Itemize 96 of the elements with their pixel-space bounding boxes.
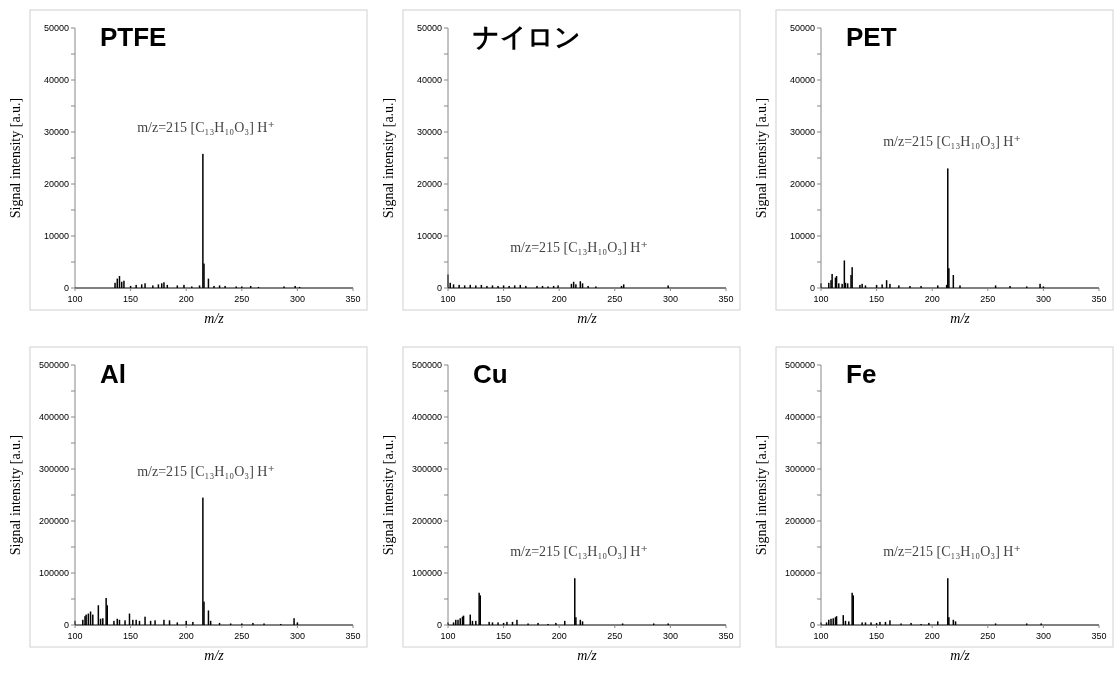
y-tick-label: 500000 (784, 360, 815, 370)
y-tick-label: 300000 (38, 464, 69, 474)
y-tick-label: 100000 (38, 568, 69, 578)
x-axis-title: m/z (577, 648, 598, 663)
y-tick-label: 100000 (784, 568, 815, 578)
y-tick-label: 200000 (784, 516, 815, 526)
y-tick-label: 50000 (789, 23, 815, 33)
x-axis-title: m/z (950, 648, 971, 663)
x-tick-label: 200 (924, 631, 940, 641)
y-axis-title: Signal intensity [a.u.] (381, 97, 396, 219)
annotation: m/z=215 [C₁₃H₁₀O₃] H⁺ (510, 544, 648, 560)
y-axis-title: Signal intensity [a.u.] (754, 434, 769, 556)
y-tick-label: 300000 (784, 464, 815, 474)
x-tick-label: 350 (345, 631, 361, 641)
y-tick-label: 40000 (789, 75, 815, 85)
x-tick-label: 200 (551, 294, 567, 304)
x-axis-title: m/z (204, 648, 225, 663)
y-tick-label: 40000 (416, 75, 442, 85)
y-tick-label: 0 (63, 620, 69, 630)
x-tick-label: 250 (234, 631, 250, 641)
x-tick-label: 100 (440, 631, 456, 641)
y-axis-title: Signal intensity [a.u.] (754, 97, 769, 219)
chart-title: Al (100, 359, 126, 389)
x-tick-label: 350 (1091, 631, 1107, 641)
y-tick-label: 0 (436, 283, 442, 293)
x-tick-label: 250 (607, 631, 623, 641)
x-axis-title: m/z (204, 311, 225, 326)
chart-title: Fe (846, 359, 877, 389)
x-tick-label: 300 (1035, 294, 1051, 304)
y-tick-label: 30000 (43, 127, 69, 137)
annotation: m/z=215 [C₁₃H₁₀O₃] H⁺ (137, 463, 275, 479)
y-tick-label: 20000 (416, 179, 442, 189)
y-tick-label: 40000 (43, 75, 69, 85)
y-tick-label: 100000 (411, 568, 442, 578)
y-tick-label: 0 (809, 620, 815, 630)
x-tick-label: 350 (1091, 294, 1107, 304)
chart-title: ナイロン (473, 22, 581, 52)
y-axis-title: Signal intensity [a.u.] (8, 97, 23, 219)
annotation: m/z=215 [C₁₃H₁₀O₃] H⁺ (883, 544, 1021, 560)
x-tick-label: 250 (234, 294, 250, 304)
x-tick-label: 350 (718, 631, 734, 641)
chart-title: Cu (473, 359, 508, 389)
y-tick-label: 200000 (38, 516, 69, 526)
chart-title: PET (846, 22, 897, 52)
y-axis-title: Signal intensity [a.u.] (8, 434, 23, 556)
x-tick-label: 300 (289, 631, 305, 641)
y-tick-label: 500000 (411, 360, 442, 370)
x-tick-label: 150 (496, 631, 512, 641)
x-axis-title: m/z (577, 311, 598, 326)
y-tick-label: 20000 (789, 179, 815, 189)
annotation: m/z=215 [C₁₃H₁₀O₃] H⁺ (137, 119, 275, 135)
x-tick-label: 150 (869, 631, 885, 641)
x-tick-label: 100 (67, 294, 83, 304)
x-tick-label: 150 (869, 294, 885, 304)
y-axis-title: Signal intensity [a.u.] (381, 434, 396, 556)
y-tick-label: 400000 (784, 412, 815, 422)
y-tick-label: 50000 (416, 23, 442, 33)
x-tick-label: 100 (67, 631, 83, 641)
x-tick-label: 100 (813, 294, 829, 304)
x-tick-label: 300 (662, 631, 678, 641)
x-axis-title: m/z (950, 311, 971, 326)
x-tick-label: 300 (289, 294, 305, 304)
annotation: m/z=215 [C₁₃H₁₀O₃] H⁺ (883, 134, 1021, 150)
chart-title: PTFE (100, 22, 167, 52)
y-tick-label: 500000 (38, 360, 69, 370)
x-tick-label: 300 (662, 294, 678, 304)
x-tick-label: 250 (980, 631, 996, 641)
x-tick-label: 100 (813, 631, 829, 641)
x-tick-label: 100 (440, 294, 456, 304)
y-tick-label: 30000 (789, 127, 815, 137)
y-tick-label: 10000 (43, 231, 69, 241)
x-tick-label: 200 (178, 631, 194, 641)
y-tick-label: 20000 (43, 179, 69, 189)
y-tick-label: 0 (436, 620, 442, 630)
x-tick-label: 350 (345, 294, 361, 304)
y-tick-label: 10000 (416, 231, 442, 241)
x-tick-label: 300 (1035, 631, 1051, 641)
y-tick-label: 300000 (411, 464, 442, 474)
x-tick-label: 200 (178, 294, 194, 304)
y-tick-label: 30000 (416, 127, 442, 137)
x-tick-label: 150 (123, 294, 139, 304)
y-tick-label: 0 (63, 283, 69, 293)
x-tick-label: 250 (607, 294, 623, 304)
y-tick-label: 0 (809, 283, 815, 293)
x-tick-label: 350 (718, 294, 734, 304)
annotation: m/z=215 [C₁₃H₁₀O₃] H⁺ (510, 240, 648, 256)
y-tick-label: 400000 (411, 412, 442, 422)
x-tick-label: 150 (123, 631, 139, 641)
y-tick-label: 50000 (43, 23, 69, 33)
x-tick-label: 200 (924, 294, 940, 304)
x-tick-label: 200 (551, 631, 567, 641)
y-tick-label: 10000 (789, 231, 815, 241)
x-tick-label: 150 (496, 294, 512, 304)
y-tick-label: 200000 (411, 516, 442, 526)
x-tick-label: 250 (980, 294, 996, 304)
y-tick-label: 400000 (38, 412, 69, 422)
